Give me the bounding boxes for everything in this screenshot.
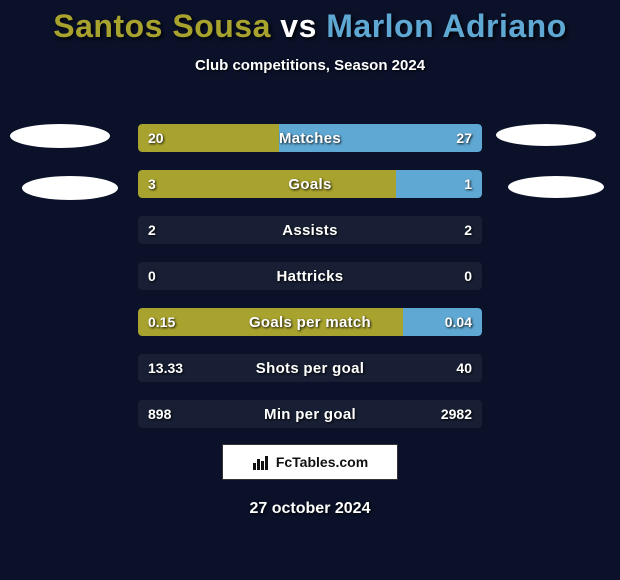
vs-text: vs: [280, 8, 317, 44]
stat-row: 0.150.04Goals per match: [138, 308, 482, 336]
player-a-badge-placeholder-1: [10, 124, 110, 148]
date-text: 27 october 2024: [0, 500, 620, 518]
stat-label: Hattricks: [138, 262, 482, 290]
page-title: Santos Sousa vs Marlon Adriano: [0, 0, 620, 45]
content: Santos Sousa vs Marlon Adriano Club comp…: [0, 0, 620, 580]
stat-row: 31Goals: [138, 170, 482, 198]
player-b-name: Marlon Adriano: [326, 8, 566, 44]
stat-row: 8982982Min per goal: [138, 400, 482, 428]
player-b-badge-placeholder-1: [496, 124, 596, 146]
branding-badge: FcTables.com: [222, 444, 398, 480]
stat-row: 2027Matches: [138, 124, 482, 152]
stat-row: 13.3340Shots per goal: [138, 354, 482, 382]
player-a-badge-placeholder-2: [22, 176, 118, 200]
stat-label: Shots per goal: [138, 354, 482, 382]
stat-row: 00Hattricks: [138, 262, 482, 290]
chart-icon: [252, 453, 270, 471]
player-a-name: Santos Sousa: [53, 8, 271, 44]
stats-bars: 2027Matches 31Goals 22Assists 00Hattricks 0.…: [138, 124, 482, 446]
subtitle: Club competitions, Season 2024: [0, 57, 620, 74]
stat-label: Goals: [138, 170, 482, 198]
stat-label: Goals per match: [138, 308, 482, 336]
branding-text: FcTables.com: [276, 454, 368, 470]
stat-label: Matches: [138, 124, 482, 152]
stat-label: Assists: [138, 216, 482, 244]
stat-label: Min per goal: [138, 400, 482, 428]
player-b-badge-placeholder-2: [508, 176, 604, 198]
stat-row: 22Assists: [138, 216, 482, 244]
